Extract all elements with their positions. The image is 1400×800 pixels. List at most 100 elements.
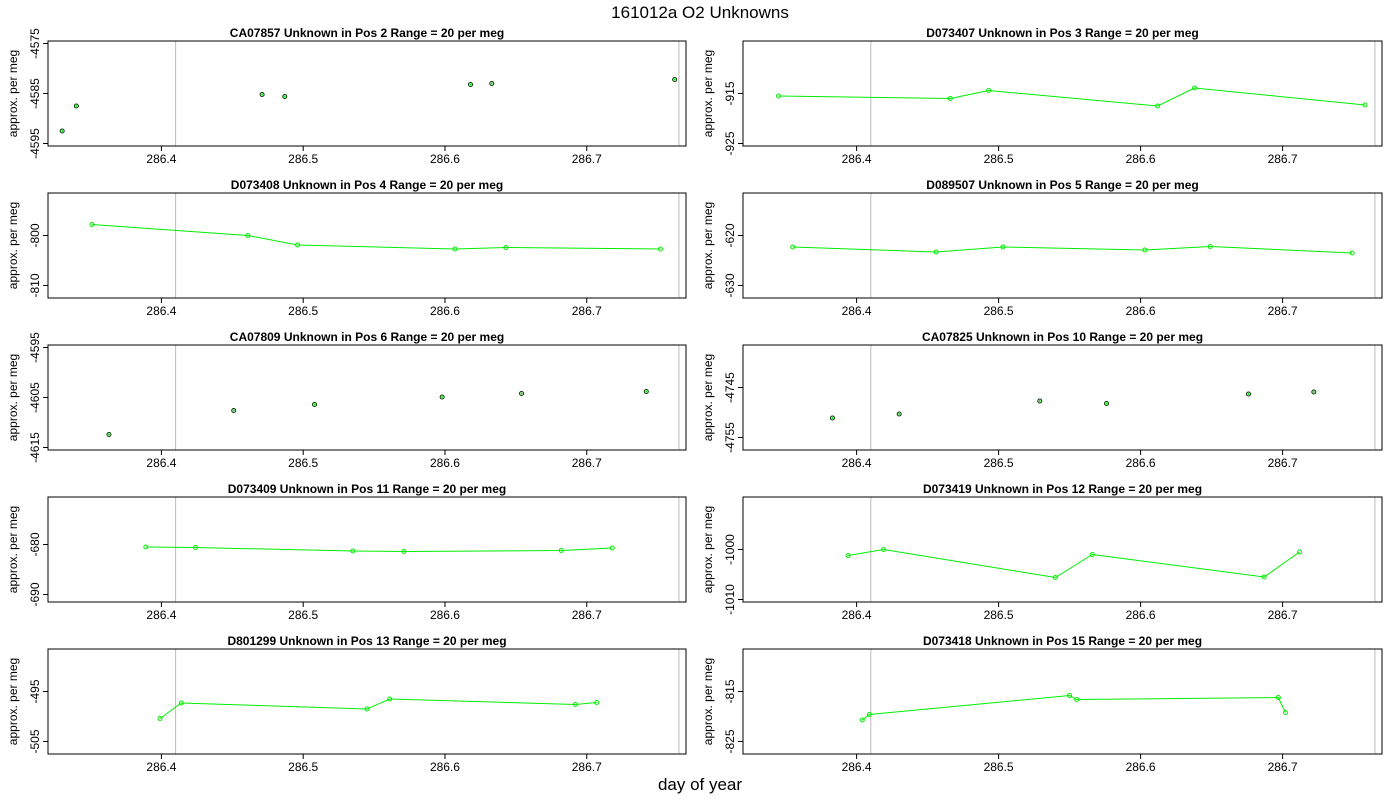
x-tick-label: 286.7 [1268,304,1298,318]
data-point [1142,247,1148,253]
x-tick-label: 286.7 [572,152,602,166]
data-point [881,547,887,552]
x-tick-label: 286.7 [572,456,602,470]
series-line [792,245,1353,254]
panel-8: D073419 Unknown in Pos 12 Range = 20 per… [701,482,1383,622]
y-tick-label: -4745 [723,372,737,403]
x-tick-label: 286.4 [146,152,176,166]
x-tick-label: 286.7 [572,304,602,318]
data-point [1074,697,1080,702]
x-tick-label: 286.6 [430,304,460,318]
data-point-fill [261,93,264,96]
x-tick-label: 286.5 [288,304,318,318]
data-point [1297,549,1303,555]
x-tick-label: 286.5 [984,608,1014,622]
plot-frame [742,40,1383,147]
y-axis-label: approx. per meg [701,50,715,137]
y-axis-label: approx. per meg [6,50,20,137]
panel-6: CA07825 Unknown in Pos 10 Range = 20 per… [701,330,1383,470]
y-tick-label: -495 [28,679,42,703]
x-tick-label: 286.6 [430,760,460,774]
y-tick-label: -1010 [723,584,737,615]
plot-frame [742,496,1383,603]
data-point-fill [232,409,235,412]
data-point [439,394,445,400]
panel-10: D073418 Unknown in Pos 15 Range = 20 per… [701,634,1383,774]
data-point [866,712,872,717]
x-tick-label: 286.6 [1126,152,1156,166]
y-axis-label: approx. per meg [6,354,20,441]
data-point-fill [1247,393,1250,395]
y-axis-label: approx. per meg [701,354,715,441]
data-point-fill [1038,400,1041,402]
data-point [1362,102,1368,108]
panel-title: D073409 Unknown in Pos 11 Range = 20 per… [228,482,506,496]
data-point [73,103,79,109]
data-point [59,128,65,134]
x-tick-label: 286.4 [842,456,872,470]
panel-4: D089507 Unknown in Pos 5 Range = 20 per … [701,178,1383,318]
panel-title: D089507 Unknown in Pos 5 Range = 20 per … [926,178,1198,192]
x-tick-label: 286.5 [984,152,1014,166]
panel-title: D073419 Unknown in Pos 12 Range = 20 per… [923,482,1202,496]
data-point [829,415,835,421]
plot-frame [47,40,687,147]
data-point [143,544,149,550]
data-point-fill [898,413,901,415]
data-point-fill [61,130,64,132]
panel-7: D073409 Unknown in Pos 11 Range = 20 per… [6,482,687,622]
data-point [178,700,184,706]
series-line [861,694,1286,721]
data-point [503,245,509,250]
data-point-fill [520,392,523,395]
y-axis-label: approx. per meg [6,506,20,593]
x-tick-label: 286.7 [1268,608,1298,622]
series-line [847,548,1300,579]
x-tick-label: 286.6 [430,608,460,622]
data-point [1207,244,1213,249]
x-tick-label: 286.5 [984,760,1014,774]
data-point [1104,401,1110,406]
data-point [192,545,198,550]
x-tick-label: 286.6 [1126,760,1156,774]
data-point [452,246,458,252]
x-tick-label: 286.4 [146,760,176,774]
data-point [1282,710,1288,715]
y-tick-label: -505 [28,729,42,753]
y-axis-label: approx. per meg [6,658,20,745]
y-tick-label: -4755 [723,422,737,453]
data-point [282,94,288,99]
panel-2: D073407 Unknown in Pos 3 Range = 20 per … [701,26,1383,166]
y-tick-label: -825 [723,729,737,753]
data-point-fill [490,82,493,85]
y-tick-label: -4605 [28,382,42,413]
data-point [896,411,902,417]
data-point-fill [1105,402,1108,405]
data-point [609,545,615,551]
data-point [312,402,318,407]
data-point [1052,575,1058,580]
data-point [672,77,678,82]
data-point [643,389,649,394]
data-point [89,222,95,227]
x-tick-label: 286.6 [1126,456,1156,470]
x-tick-label: 286.5 [288,608,318,622]
series-line [778,87,1366,107]
data-point [467,82,473,87]
x-tick-label: 286.7 [572,608,602,622]
data-point [1261,574,1267,580]
data-point-fill [673,78,676,81]
data-point-fill [283,95,286,98]
panel-5: CA07809 Unknown in Pos 6 Range = 20 per … [6,330,687,470]
y-tick-label: -4615 [28,432,42,463]
page-title: 161012a O2 Unknowns [611,3,789,22]
data-point [859,717,865,723]
data-point [364,706,370,712]
data-point [933,249,939,255]
panel-9: D801299 Unknown in Pos 13 Range = 20 per… [6,634,687,774]
data-point-fill [313,403,316,406]
plot-frame [742,648,1383,755]
y-tick-label: -800 [28,223,42,247]
x-tick-label: 286.7 [1268,456,1298,470]
data-point-fill [1312,391,1315,393]
